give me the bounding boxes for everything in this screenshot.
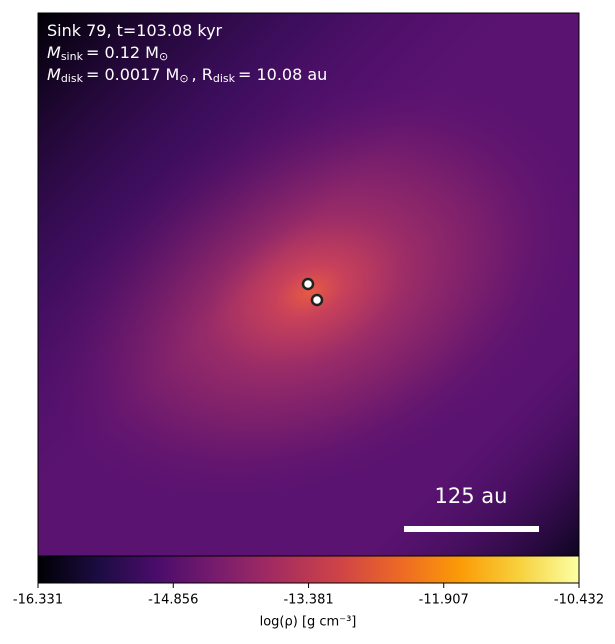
colorbar-tick-label: -14.856 [148,593,198,608]
annotation-text: = 10.08 au [238,65,327,84]
annotation-text: M [47,65,61,84]
annotation-line: Mdisk = 0.0017 M⊙, Rdisk = 10.08 au [47,65,327,86]
colorbar-tick-label: -13.381 [283,593,333,608]
annotation-text: = 0.12 M [86,43,159,62]
colorbar-tick-label: -10.432 [554,593,604,608]
annotation-subscript: sink [61,50,84,63]
annotation-text: Sink 79, t=103.08 kyr [47,21,223,40]
colorbar-tick-label: -11.907 [419,593,469,608]
annotation-line: Msink = 0.12 M⊙ [47,43,168,64]
colorbar [37,555,580,584]
sink-particle [301,277,315,291]
colorbar-axis: -16.331 -14.856 -13.381 -11.907 -10.432 [13,583,604,608]
annotation-subscript: ⊙ [179,72,188,85]
annotation-subscript: disk [213,72,236,85]
annotation-text: = 0.0017 M [86,65,179,84]
colorbar-label: log(ρ) [g cm⁻³] [260,615,357,630]
scale-bar-label: 125 au [435,484,508,508]
annotation-text: M [47,43,61,62]
annotation-text: , R [192,65,213,84]
sink-particle [310,293,324,307]
annotation-subscript: disk [61,72,84,85]
annotation-subscript: ⊙ [159,50,168,63]
colorbar-tick-label: -16.331 [13,593,63,608]
annotation-line: Sink 79, t=103.08 kyr [47,21,223,40]
